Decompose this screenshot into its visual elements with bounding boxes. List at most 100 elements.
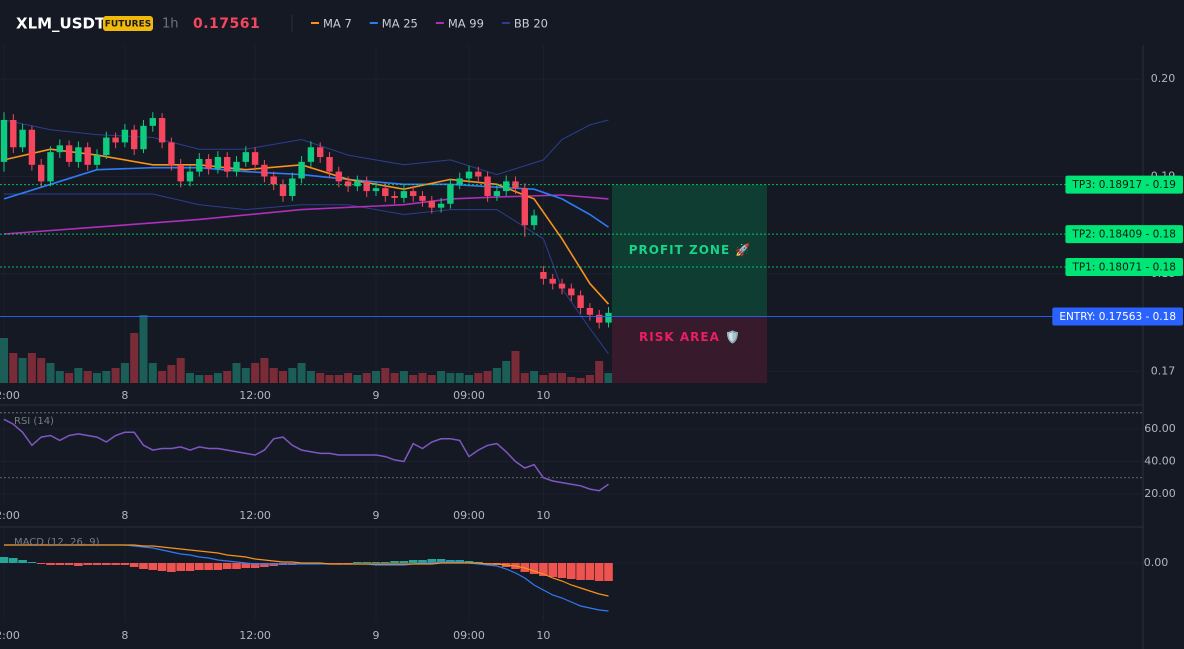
x-tick-label: 09:00 [453,629,485,642]
macd-histogram-bar [176,563,185,571]
candle-body [558,283,566,289]
rsi-line [3,418,609,492]
volume-bar [465,375,473,383]
interval: 1h [162,17,179,32]
volume-bar [446,373,455,383]
volume-bar [37,358,46,383]
volume-bar [492,368,501,383]
volume-bar [558,373,566,383]
x-tick-label: 12:00 [239,509,271,522]
zone [612,184,767,317]
level-tag-bg [1065,257,1183,276]
volume-bar [511,351,520,383]
zone-label: RISK AREA 🛡️ [639,330,741,344]
macd-histogram-bar [353,562,362,563]
macd-histogram-bar [120,563,130,565]
candle-body [75,147,82,162]
macd-histogram-bar [241,563,251,568]
macd-histogram-bar [362,562,371,563]
volume-bar [158,371,167,383]
macd-histogram-bar [371,562,381,563]
macd-histogram-bar [408,560,418,563]
volume-bar [65,373,74,383]
volume-bar [502,361,511,383]
candle-body [242,152,249,162]
candle-body [186,171,194,182]
macd-histogram-bar [213,563,223,570]
volume-bar [167,365,176,383]
x-tick-label: 09:00 [453,389,485,402]
volume-bar [604,373,613,383]
volume-bar [46,363,55,383]
candle-body [298,161,305,179]
candle-body [317,147,324,158]
zone [612,316,767,383]
macd-histogram-bar [539,563,548,576]
candle-body [233,161,240,172]
volume-bar [576,378,585,383]
volume-bar [372,371,380,383]
volume-bar [334,375,343,383]
volume-bar [390,373,399,383]
candle-body [437,203,445,208]
x-tick-label: 10 [536,629,550,642]
candle-body [112,137,119,143]
candle-body [596,314,603,323]
volume-bar [530,371,539,383]
volume-bar [195,375,204,383]
volume-bar [204,375,213,383]
volume-bar [74,368,83,383]
candle-body [279,184,287,196]
volume-bar [316,373,325,383]
candle-body [326,157,333,172]
y-tick-label: 0.00 [1144,556,1169,569]
volume-bar [0,338,8,383]
macd-histogram-bar [157,563,167,571]
volume-bar [418,373,427,383]
macd-histogram-bar [585,563,595,580]
candle-body [224,157,231,172]
volume-bar [520,373,529,383]
level-tag-bg [1065,225,1183,244]
macd-histogram-bar [46,563,55,565]
macd-histogram-bar [418,560,427,563]
legend-label: MA 7 [323,17,352,31]
macd-histogram-bar [139,563,148,569]
level-tag: TP3: 0.18917 - 0.19 [1071,179,1176,191]
candle-body [335,171,342,182]
volume-bar [120,363,129,383]
candle-body [251,152,259,165]
x-tick-label: 9 [373,629,380,642]
volume-bar [455,373,464,383]
candle-body [103,137,110,156]
candle-body [484,176,491,196]
candle-body [84,147,91,165]
candle-body [168,142,175,165]
x-tick-label: 10 [536,509,550,522]
candle-body [196,158,203,172]
volume-bar [306,371,315,383]
macd-histogram-bar [36,563,46,564]
y-tick-label: 20.00 [1144,487,1176,500]
macd-histogram-bar [92,563,102,565]
x-tick-label: 12:00 [239,389,271,402]
volume-bar [427,375,436,383]
macd-histogram-bar [64,563,74,565]
macd-histogram-bar [557,563,567,578]
macd-histogram-bar [390,561,399,563]
candle-body [493,191,501,196]
volume-bar [437,371,446,383]
y-tick-label: 40.00 [1144,454,1176,467]
x-tick-label: 8 [121,509,128,522]
macd-histogram-bar [260,563,269,567]
candle-body [261,164,268,177]
volume-bar [288,368,297,383]
volume-bar [548,373,557,383]
macd-histogram-bar [381,562,390,563]
macd-histogram-bar [464,561,474,563]
candle-body [521,188,528,226]
volume-bar [232,363,241,383]
macd-histogram-bar [399,561,409,563]
badge: FUTURES [105,20,151,30]
